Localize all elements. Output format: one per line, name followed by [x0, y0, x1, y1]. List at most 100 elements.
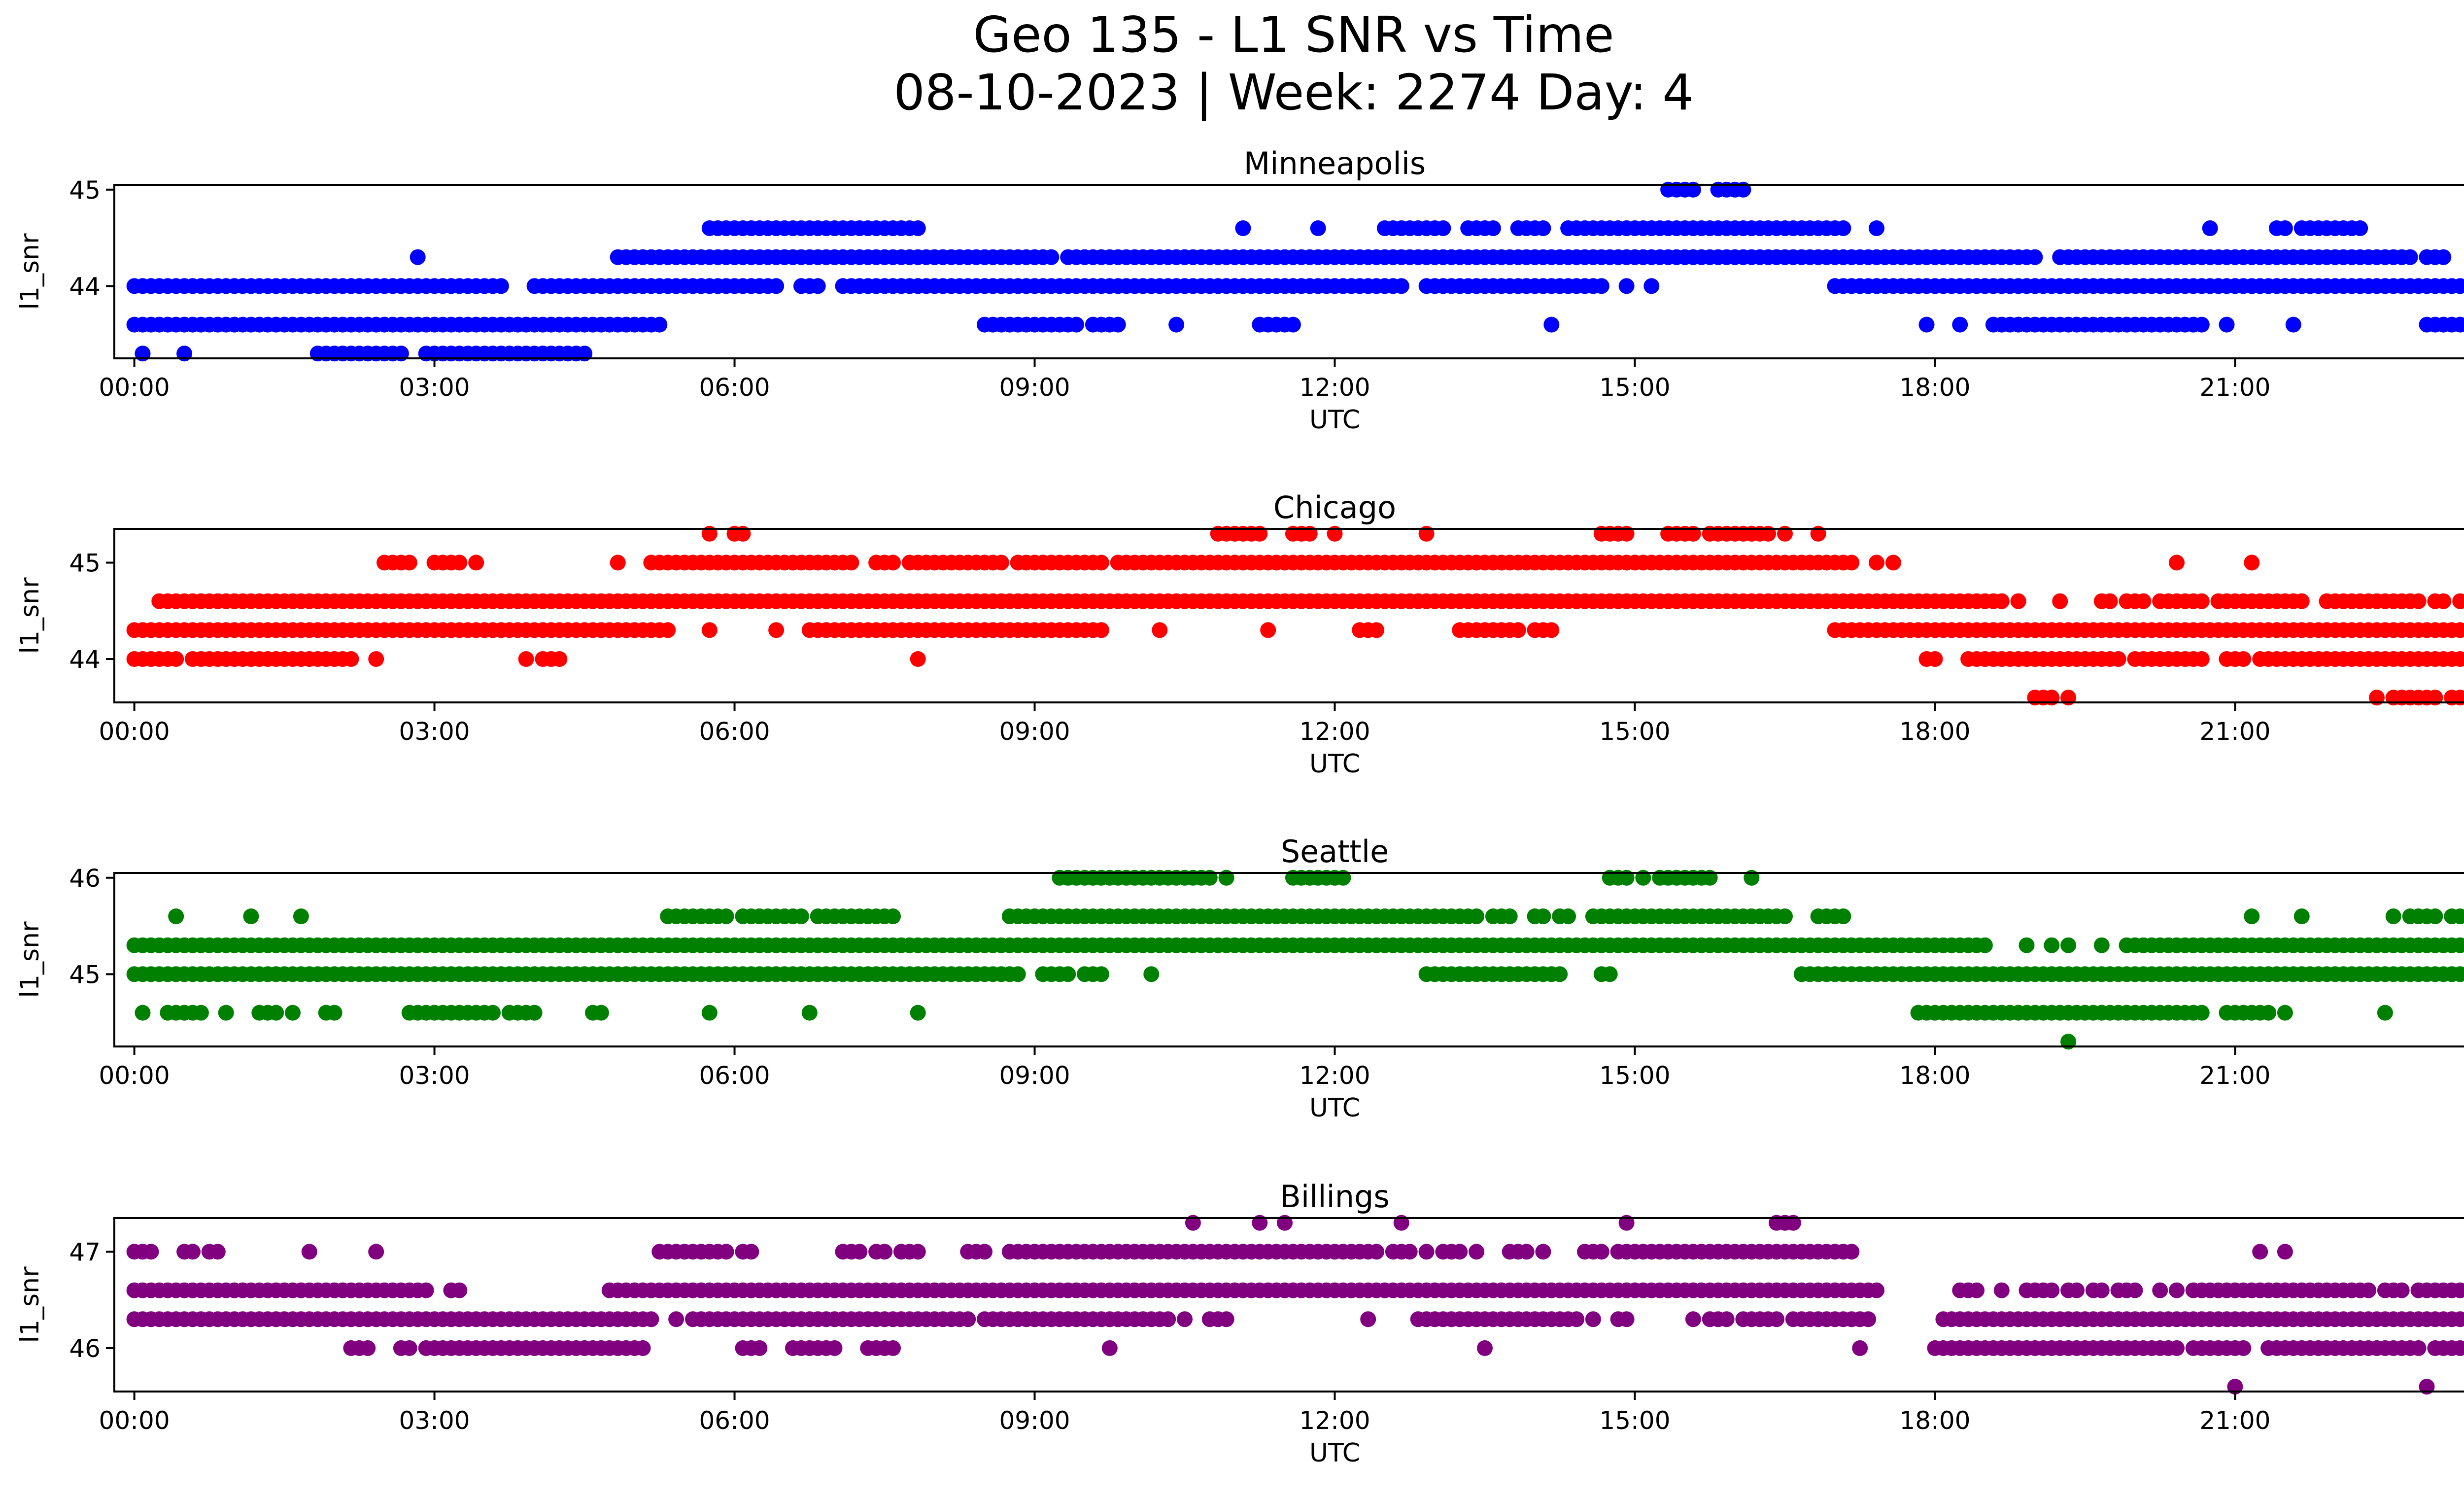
data-point: [2285, 316, 2301, 333]
data-point: [2410, 593, 2427, 609]
data-point: [1043, 249, 1060, 265]
data-point: [2069, 1282, 2085, 1298]
data-point: [193, 1005, 209, 1021]
data-point: [1643, 278, 1660, 294]
y-tick-label: 45: [69, 176, 101, 205]
data-point: [2461, 624, 2464, 637]
data-point: [218, 1005, 234, 1021]
data-point: [810, 278, 826, 294]
data-point: [2293, 593, 2310, 609]
data-point: [2385, 908, 2401, 924]
data-point: [168, 908, 184, 924]
y-tick-label: 45: [69, 549, 101, 577]
x-tick-label: 18:00: [1899, 717, 1970, 746]
data-point: [1685, 1311, 1701, 1327]
data-point: [2461, 279, 2464, 293]
figure-title-line-2: 08-10-2023 | Week: 2274 Day: 4: [893, 64, 1693, 121]
data-point: [2377, 1005, 2393, 1021]
data-point: [2461, 939, 2464, 952]
x-tick-label: 00:00: [99, 1061, 170, 1090]
data-point: [1435, 220, 1451, 236]
data-point: [1885, 555, 1901, 571]
data-point: [752, 1340, 768, 1356]
data-point: [1060, 966, 1076, 982]
x-axis-label: UTC: [1309, 1438, 1360, 1468]
y-tick-label: 45: [69, 960, 101, 989]
data-point: [610, 555, 626, 571]
data-point: [2169, 1340, 2185, 1356]
scatter-series: [126, 870, 2464, 1050]
x-tick-label: 12:00: [1299, 1406, 1370, 1435]
y-axis-label: l1_snr: [15, 233, 45, 310]
data-point: [551, 651, 568, 667]
data-point: [1769, 1311, 1784, 1327]
data-point: [1618, 1311, 1635, 1327]
data-point: [885, 908, 901, 924]
x-tick-label: 03:00: [399, 373, 470, 402]
subplot-billings: Billings 00:00 03:00 06:00 09:00 12:00 15:00 18…: [15, 1179, 2464, 1468]
data-point: [593, 1005, 609, 1021]
data-point: [1718, 1311, 1735, 1327]
subplot-title: Seattle: [1281, 834, 1389, 870]
data-point: [2235, 1340, 2252, 1356]
data-point: [2102, 593, 2118, 609]
data-point: [1535, 1244, 1551, 1260]
data-point: [701, 622, 718, 638]
data-point: [718, 1244, 734, 1260]
data-point: [451, 1282, 468, 1298]
data-point: [1602, 966, 1618, 982]
data-point: [885, 555, 901, 571]
data-point: [401, 555, 417, 571]
x-tick-label: 18:00: [1899, 1406, 1970, 1435]
data-point: [910, 1244, 926, 1260]
x-tick-label: 03:00: [399, 717, 470, 746]
data-point: [1543, 316, 1560, 333]
data-point: [293, 908, 309, 924]
y-tick-label: 46: [69, 1334, 101, 1363]
x-tick-label: 18:00: [1899, 1061, 1970, 1090]
data-point: [2093, 1282, 2110, 1298]
x-tick-label: 15:00: [1599, 373, 1670, 402]
data-point: [635, 1340, 651, 1356]
data-point: [2435, 249, 2452, 265]
data-point: [1844, 1244, 1860, 1260]
data-point: [1918, 316, 1935, 333]
subplot-minneapolis: Minneapolis 00:00 03:00 06:00 09:00 12:00 15:0…: [15, 145, 2464, 435]
x-tick-label: 06:00: [699, 1406, 770, 1435]
data-point: [493, 278, 509, 294]
data-point: [2052, 593, 2068, 609]
data-point: [1093, 622, 1109, 638]
data-point: [1835, 220, 1851, 236]
data-point: [2193, 593, 2210, 609]
data-point: [2044, 937, 2060, 953]
data-point: [485, 1005, 501, 1021]
data-point: [2452, 316, 2464, 333]
figure-title-line-1: Geo 135 - L1 SNR vs Time: [973, 6, 1614, 64]
data-point: [1485, 220, 1501, 236]
x-tick-label: 09:00: [999, 1061, 1070, 1090]
subplot-title: Chicago: [1273, 489, 1396, 525]
data-point: [1977, 937, 1993, 953]
data-point: [268, 1005, 284, 1021]
data-point: [2452, 937, 2464, 953]
data-point: [743, 1244, 759, 1260]
data-point: [2461, 1284, 2464, 1297]
x-tick-label: 06:00: [699, 717, 770, 746]
data-point: [2402, 249, 2418, 265]
data-point: [2244, 555, 2260, 571]
data-point: [1869, 1282, 1884, 1298]
data-point: [451, 555, 468, 571]
data-point: [2461, 968, 2464, 981]
x-axis-label: UTC: [1309, 1093, 1360, 1123]
data-point: [1235, 220, 1251, 236]
subplot-title: Minneapolis: [1244, 145, 1426, 181]
x-tick-label: 03:00: [399, 1061, 470, 1090]
data-point: [2193, 651, 2210, 667]
x-tick-label: 21:00: [2199, 717, 2270, 746]
data-point: [1927, 651, 1943, 667]
data-point: [852, 1244, 868, 1260]
data-point: [135, 1005, 151, 1021]
x-tick-label: 12:00: [1299, 373, 1370, 402]
data-point: [410, 249, 426, 265]
x-axis-label: UTC: [1309, 405, 1360, 435]
